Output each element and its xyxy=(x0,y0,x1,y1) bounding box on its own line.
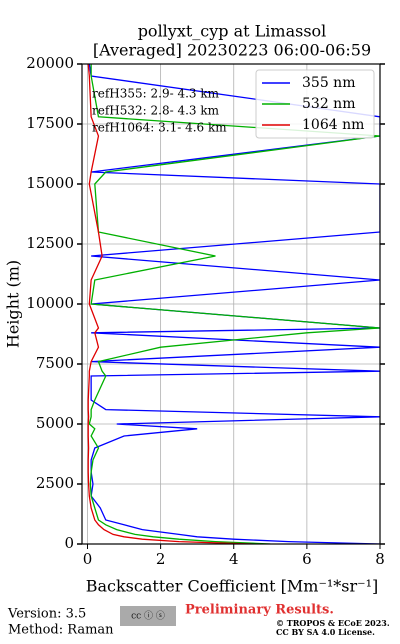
y-tick-label: 7500 xyxy=(36,354,74,372)
annotation: refH355: 2.9- 4.3 km xyxy=(92,87,220,101)
x-axis-label: Backscatter Coefficient [Mm⁻¹*sr⁻¹] xyxy=(86,577,379,596)
y-tick-label: 20000 xyxy=(26,54,74,72)
chart-title: pollyxt_cyp at Limassol xyxy=(138,22,327,41)
x-tick-label: 0 xyxy=(83,550,93,568)
y-tick-label: 0 xyxy=(64,534,74,552)
x-tick-label: 6 xyxy=(302,550,312,568)
plot-frame xyxy=(81,63,381,545)
legend-box xyxy=(255,69,375,139)
y-tick-label: 17500 xyxy=(26,114,74,132)
cc-badge xyxy=(120,606,176,626)
x-tick-label: 8 xyxy=(375,550,385,568)
annotation: refH532: 2.8- 4.3 km xyxy=(92,104,220,118)
cc-icon: cc ⓘ ⓢ xyxy=(131,611,165,622)
legend-label: 355 nm xyxy=(302,75,355,91)
legend-label: 532 nm xyxy=(302,96,355,112)
preliminary-text: Preliminary Results. xyxy=(185,603,334,618)
license-text: CC BY SA 4.0 License. xyxy=(276,627,375,637)
y-tick-label: 10000 xyxy=(26,294,74,312)
profile-line xyxy=(87,64,253,544)
y-tick-label: 15000 xyxy=(26,174,74,192)
legend-label: 1064 nm xyxy=(302,117,364,133)
x-tick-label: 2 xyxy=(156,550,166,568)
y-axis-label: Height (m) xyxy=(4,260,23,348)
y-tick-label: 12500 xyxy=(26,234,74,252)
method-text: Method: Raman xyxy=(8,623,114,638)
profile-line xyxy=(88,64,380,544)
annotation: refH1064: 3.1- 4.6 km xyxy=(92,121,227,135)
x-tick-label: 4 xyxy=(229,550,239,568)
y-tick-label: 5000 xyxy=(36,414,74,432)
y-tick-label: 2500 xyxy=(36,474,74,492)
chart-subtitle: [Averaged] 20230223 06:00-06:59 xyxy=(93,41,371,60)
profile-line xyxy=(88,64,380,544)
version-text: Version: 3.5 xyxy=(7,607,86,622)
license-text: © TROPOS & ECoE 2023. xyxy=(276,618,390,628)
